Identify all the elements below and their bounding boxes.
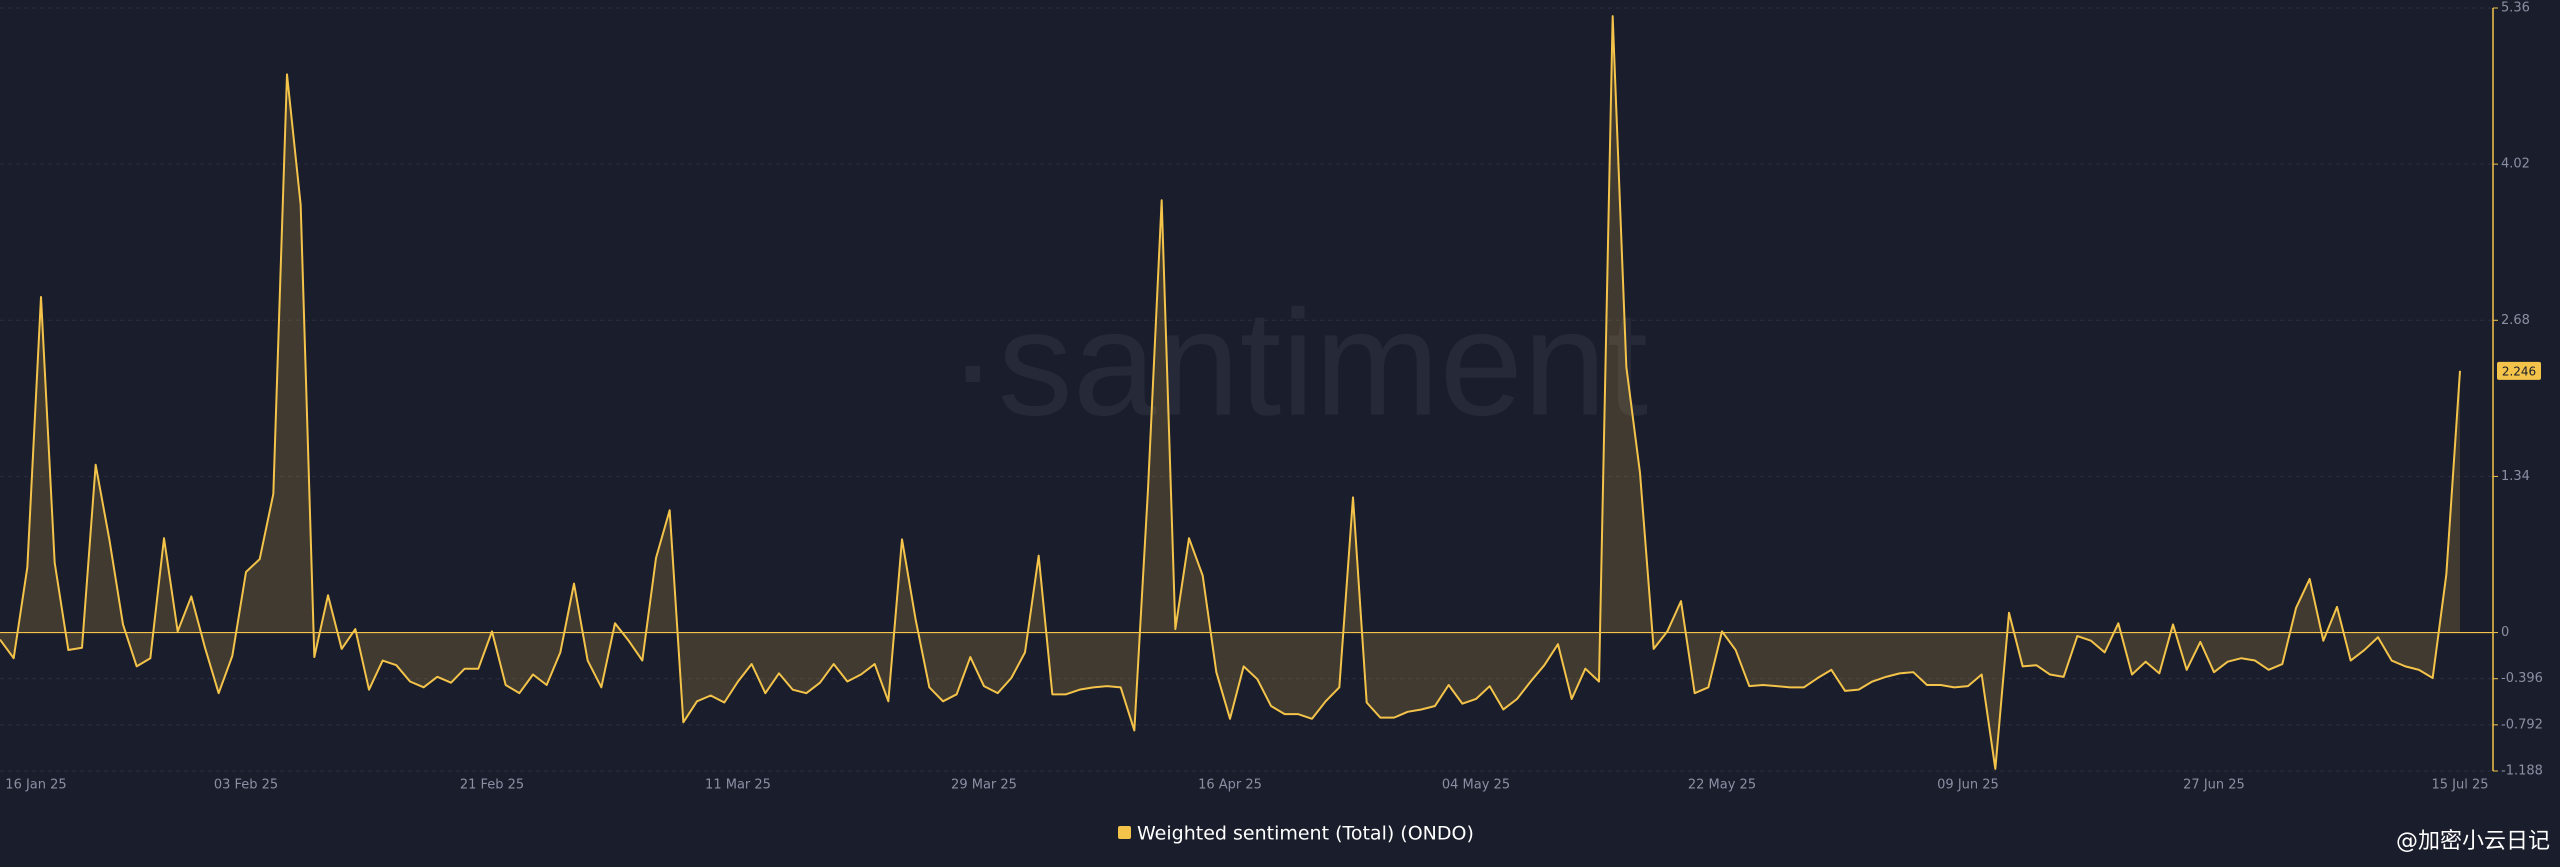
y-tick-label: 2.68 <box>2501 313 2530 328</box>
line <box>0 15 2461 770</box>
x-tick-label: 11 Mar 25 <box>705 778 771 793</box>
x-tick-label: 04 May 25 <box>1442 778 1510 793</box>
y-tick-label: -0.396 <box>2501 671 2543 686</box>
y-tick-label: 1.34 <box>2501 469 2530 484</box>
x-tick-label: 15 Jul 25 <box>2431 778 2488 793</box>
y-tick-label: 5.36 <box>2501 1 2530 16</box>
y-tick-label: -0.792 <box>2501 717 2543 732</box>
attribution: @加密小云日记 <box>2396 829 2550 854</box>
y-tick-label: 0 <box>2501 625 2509 640</box>
x-tick-label: 16 Apr 25 <box>1198 778 1262 793</box>
x-tick-label: 29 Mar 25 <box>951 778 1017 793</box>
x-tick-label: 21 Feb 25 <box>460 778 524 793</box>
x-tick-label: 09 Jun 25 <box>1937 778 1999 793</box>
y-tick-label: -1.188 <box>2501 764 2543 779</box>
last-value-badge <box>2497 361 2541 380</box>
y-tick-label: 4.02 <box>2501 157 2530 172</box>
x-tick-label: 16 Jan 25 <box>5 778 66 793</box>
x-tick-label: 03 Feb 25 <box>214 778 278 793</box>
x-tick-label: 27 Jun 25 <box>2183 778 2245 793</box>
legend-swatch <box>1118 826 1131 839</box>
legend-label: Weighted sentiment (Total) (ONDO) <box>1137 823 1474 845</box>
watermark: ·santiment <box>948 279 1648 447</box>
x-tick-label: 22 May 25 <box>1688 778 1756 793</box>
last-value-label: 2.246 <box>2502 364 2536 378</box>
